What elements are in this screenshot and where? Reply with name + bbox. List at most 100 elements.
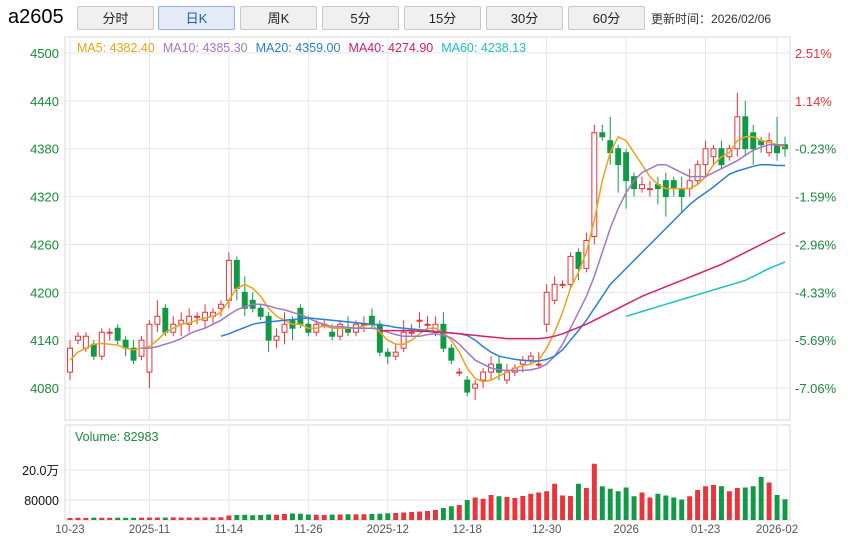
volume-bar[interactable] <box>194 517 200 521</box>
volume-bar[interactable] <box>154 517 160 521</box>
volume-bar[interactable] <box>91 517 97 520</box>
volume-bar[interactable] <box>718 486 724 520</box>
candle-body[interactable] <box>186 315 193 325</box>
tab-weekly[interactable]: 周K <box>240 6 317 30</box>
candle-body[interactable] <box>472 383 479 389</box>
volume-bar[interactable] <box>440 508 446 520</box>
volume-bar[interactable] <box>528 493 534 520</box>
volume-bar[interactable] <box>83 517 89 520</box>
volume-bar[interactable] <box>647 497 653 521</box>
volume-bar[interactable] <box>472 497 478 521</box>
volume-bar[interactable] <box>695 490 701 520</box>
candle-body[interactable] <box>106 331 113 334</box>
candle-body[interactable] <box>257 307 264 317</box>
volume-bar[interactable] <box>297 513 303 520</box>
candle-body[interactable] <box>217 303 224 309</box>
volume-bar[interactable] <box>742 487 748 521</box>
volume-bar[interactable] <box>218 517 224 520</box>
candle-body[interactable] <box>337 323 344 337</box>
volume-bar[interactable] <box>305 514 311 521</box>
volume-bar[interactable] <box>401 512 407 521</box>
volume-bar[interactable] <box>583 488 589 520</box>
volume-bar[interactable] <box>202 517 208 520</box>
volume-bar[interactable] <box>782 499 788 520</box>
candle-body[interactable] <box>241 291 248 309</box>
candle-body[interactable] <box>543 291 550 325</box>
volume-bar[interactable] <box>409 512 415 520</box>
tab-30min[interactable]: 30分 <box>486 6 563 30</box>
candle-body[interactable] <box>416 319 423 322</box>
candle-body[interactable] <box>742 116 749 150</box>
candle-body[interactable] <box>130 347 137 361</box>
candle-body[interactable] <box>480 371 487 381</box>
candle-body[interactable] <box>225 259 232 301</box>
candle-body[interactable] <box>535 363 542 366</box>
candle-body[interactable] <box>273 335 280 341</box>
candle-body[interactable] <box>90 343 97 357</box>
candle-body[interactable] <box>766 140 773 154</box>
volume-bar[interactable] <box>385 513 391 520</box>
candle-body[interactable] <box>456 371 463 374</box>
volume-bar[interactable] <box>178 517 184 521</box>
volume-bar[interactable] <box>67 518 73 520</box>
candle-body[interactable] <box>194 315 201 318</box>
candle-body[interactable] <box>233 259 240 289</box>
tab-daily[interactable]: 日K <box>158 6 235 30</box>
tab-minute[interactable]: 分时 <box>77 6 154 30</box>
volume-bar[interactable] <box>726 491 732 520</box>
volume-bar[interactable] <box>425 511 430 520</box>
candle-body[interactable] <box>329 331 336 337</box>
candle-body[interactable] <box>281 323 288 333</box>
volume-bar[interactable] <box>226 515 232 521</box>
volume-bar[interactable] <box>480 498 486 520</box>
volume-bar[interactable] <box>258 515 264 520</box>
volume-bar[interactable] <box>170 517 176 520</box>
volume-bar[interactable] <box>417 511 423 521</box>
candle-body[interactable] <box>376 323 383 353</box>
volume-bar[interactable] <box>687 496 693 520</box>
candle-body[interactable] <box>750 132 757 150</box>
volume-bar[interactable] <box>766 482 772 521</box>
volume-bar[interactable] <box>369 514 375 520</box>
volume-bar[interactable] <box>599 486 605 520</box>
volume-bar[interactable] <box>377 513 383 520</box>
candle-body[interactable] <box>710 148 717 158</box>
volume-bar[interactable] <box>711 485 716 520</box>
volume-bar[interactable] <box>289 513 295 521</box>
volume-bar[interactable] <box>139 517 144 520</box>
candle-body[interactable] <box>527 355 534 361</box>
candle-body[interactable] <box>265 315 272 341</box>
volume-bar[interactable] <box>703 486 709 520</box>
volume-bar[interactable] <box>146 517 152 520</box>
volume-bar[interactable] <box>488 495 494 520</box>
candle-body[interactable] <box>599 132 606 138</box>
volume-bar[interactable] <box>631 496 637 520</box>
candle-body[interactable] <box>670 180 677 190</box>
volume-bar[interactable] <box>750 486 756 520</box>
candle-body[interactable] <box>567 255 574 285</box>
candle-body[interactable] <box>408 331 415 334</box>
candle-body[interactable] <box>392 351 399 357</box>
volume-bar[interactable] <box>591 463 597 520</box>
volume-bar[interactable] <box>313 514 319 520</box>
volume-bar[interactable] <box>123 517 129 520</box>
volume-bar[interactable] <box>361 514 367 520</box>
volume-bar[interactable] <box>242 514 248 520</box>
volume-bar[interactable] <box>210 517 216 520</box>
candle-body[interactable] <box>631 176 638 190</box>
volume-bar[interactable] <box>266 514 272 521</box>
candle-body[interactable] <box>734 116 741 150</box>
volume-bar[interactable] <box>107 517 113 520</box>
candle-body[interactable] <box>496 363 502 373</box>
candle-body[interactable] <box>162 307 169 333</box>
volume-bar[interactable] <box>568 496 573 520</box>
volume-bar[interactable] <box>496 496 502 520</box>
candle-body[interactable] <box>384 351 391 357</box>
candle-body[interactable] <box>297 307 304 325</box>
volume-bar[interactable] <box>520 496 526 520</box>
volume-bar[interactable] <box>353 514 359 520</box>
candle-body[interactable] <box>694 164 701 182</box>
volume-bar[interactable] <box>131 517 137 520</box>
volume-bar[interactable] <box>329 514 335 520</box>
candle-body[interactable] <box>424 323 431 326</box>
